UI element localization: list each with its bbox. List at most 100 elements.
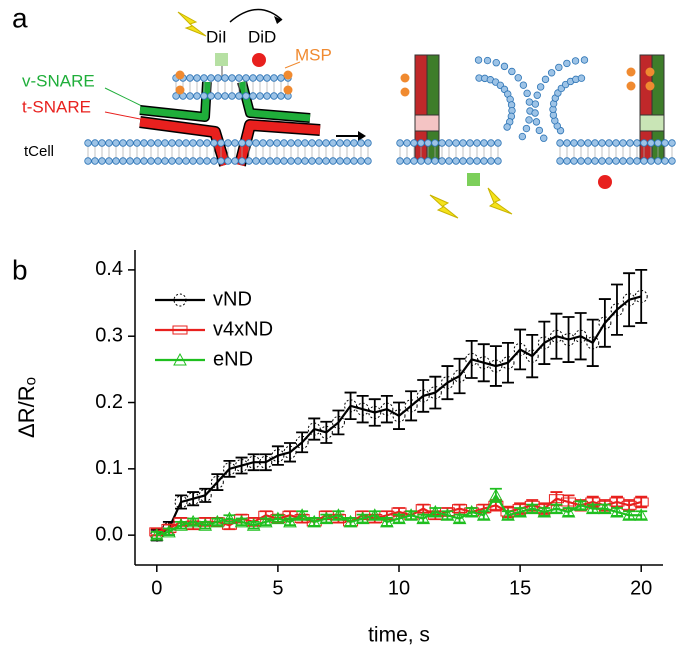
x-tick-label: 5 (272, 577, 283, 599)
lipid-head (633, 139, 641, 147)
lipid-head (287, 139, 295, 147)
lipid-head (270, 92, 278, 100)
lipid-head (301, 157, 309, 165)
lipid-head (207, 92, 215, 100)
lipid-head (580, 56, 589, 64)
marker (271, 511, 285, 525)
lipid-head (186, 92, 194, 100)
lipid-head (364, 139, 372, 147)
lipid-head (263, 92, 271, 100)
transfer-arrow (229, 8, 283, 23)
lipid-head (266, 157, 274, 165)
error-bar (393, 513, 405, 524)
lipid-head (228, 92, 236, 100)
lipid-head (270, 74, 278, 82)
lipid-head (522, 124, 531, 133)
lipid-head (431, 157, 439, 165)
lipid-head (98, 157, 106, 165)
lipid-head (249, 92, 257, 100)
error-bar (223, 514, 236, 523)
lipid-head (483, 56, 492, 65)
error-bar (380, 517, 393, 527)
lipid-head (445, 157, 453, 165)
lipid-head (182, 139, 190, 147)
lipid-head (605, 139, 613, 147)
error-bar (187, 517, 200, 527)
msp (283, 70, 293, 80)
lipid-head (203, 157, 211, 165)
y-tick-label: 0.4 (95, 258, 123, 280)
lipid-head (214, 92, 222, 100)
error-bar (247, 520, 260, 530)
lightning (177, 11, 207, 37)
error-bar (635, 268, 648, 324)
lipid-head (563, 139, 571, 147)
lipid-head (523, 89, 531, 98)
lipid-head (570, 139, 578, 147)
error-bar (235, 456, 248, 475)
error-bar (308, 417, 321, 441)
y-tick-label: 0.0 (95, 523, 123, 545)
lipid-head (640, 157, 648, 165)
lipid-head (294, 139, 302, 147)
lipid-head (193, 92, 201, 100)
error-bar (284, 517, 297, 527)
legend-label: vND (213, 288, 252, 310)
lipid-head (224, 157, 232, 165)
error-bar (393, 401, 405, 430)
lipid-head (417, 157, 425, 165)
lipid-head (598, 157, 606, 165)
error-bar (199, 520, 212, 530)
marker (525, 501, 540, 515)
lipid-head (531, 100, 540, 108)
lipid-head (336, 139, 344, 147)
lipid-head (336, 157, 344, 165)
arrowhead (358, 131, 366, 141)
lipid-head (126, 139, 134, 147)
label: v-SNARE (22, 71, 95, 90)
error-bar (199, 487, 212, 503)
lipid-head (273, 139, 281, 147)
error-bar (538, 507, 551, 517)
x-tick-label: 15 (509, 577, 531, 599)
lipid-head (98, 139, 106, 147)
lipid-head (119, 157, 127, 165)
lipid-head (277, 74, 285, 82)
lipid-head (217, 139, 225, 147)
msp (400, 73, 410, 83)
x-tick-label: 20 (630, 577, 652, 599)
lipid-head (301, 139, 309, 147)
lipid-head (308, 139, 316, 147)
lipid-head (196, 139, 204, 147)
lipid-head (186, 74, 194, 82)
lipid-head (556, 139, 564, 147)
arrowhead (274, 16, 282, 24)
lipid-head (661, 157, 669, 165)
error-bar (405, 390, 418, 422)
panel-label: a (12, 2, 28, 33)
lipid-head (396, 157, 404, 165)
msp (626, 67, 636, 77)
lipid-head (547, 69, 556, 77)
error-bar (538, 320, 551, 365)
error-bar (562, 316, 575, 363)
error-bar (356, 513, 369, 524)
lipid-head (182, 157, 190, 165)
lipid-head (287, 157, 295, 165)
lipid-head (438, 157, 446, 165)
lipid-head (508, 67, 516, 76)
lipid-head (91, 157, 99, 165)
error-bar (574, 500, 587, 511)
lipid-head (626, 139, 634, 147)
diagram: DiI DiD MSP v-SNARE t-SNARE tCell (22, 8, 676, 219)
marker (404, 508, 418, 521)
msp (175, 70, 185, 80)
lipid-head (200, 74, 208, 82)
lipid-head (563, 59, 571, 68)
legend-label: eND (213, 348, 253, 370)
lipid-head (256, 74, 264, 82)
error-bar (477, 510, 490, 521)
lipid-head (410, 139, 418, 147)
lipid-head (294, 157, 302, 165)
